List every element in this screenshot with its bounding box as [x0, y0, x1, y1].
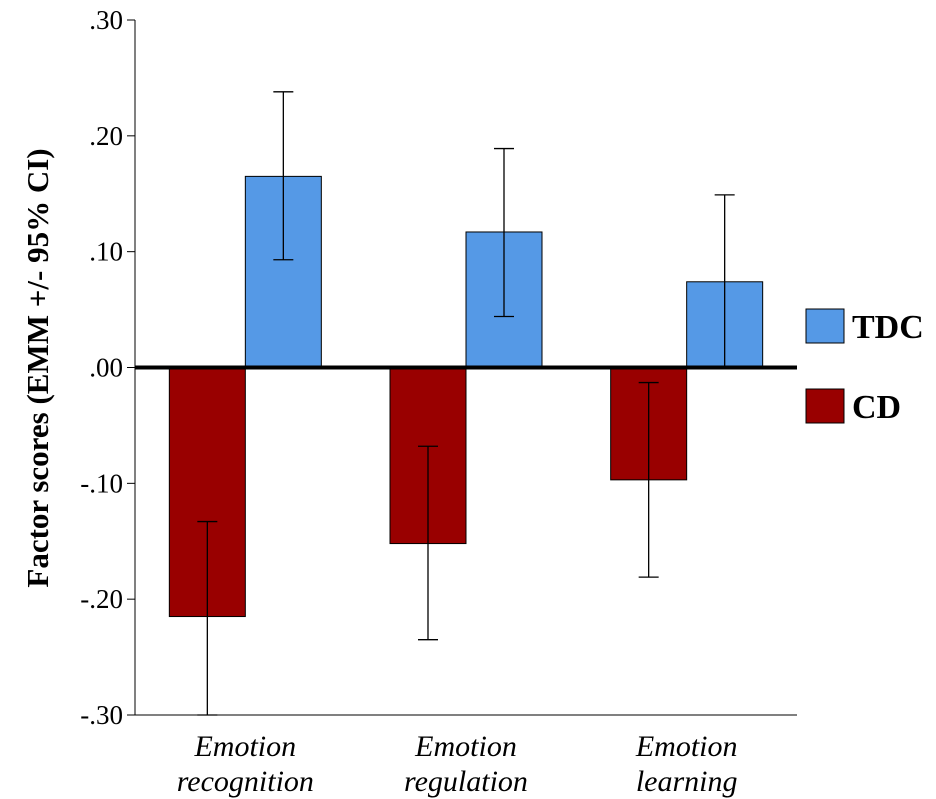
bars — [168, 175, 764, 618]
legend-swatch-cd — [805, 388, 845, 424]
x-category-label: Emotion — [635, 730, 738, 763]
y-axis: .30 .20 .10 .00 -.10 -.20 -.30 — [80, 5, 136, 730]
legend-label-tdc: TDC — [852, 309, 924, 346]
x-category-label: learning — [636, 765, 738, 798]
x-category-label: regulation — [404, 765, 528, 798]
legend-label-cd: CD — [852, 389, 901, 426]
x-category-label: Emotion — [193, 730, 296, 763]
y-tick-label: -.20 — [80, 584, 123, 614]
y-tick-label: -.10 — [80, 468, 123, 498]
x-category-label: recognition — [177, 765, 314, 798]
y-axis-title: Factor scores (EMM +/- 95% CI) — [20, 148, 55, 587]
x-axis: EmotionrecognitionEmotionregulationEmoti… — [135, 714, 797, 798]
legend-swatch-tdc — [805, 308, 845, 344]
x-category-label: Emotion — [414, 730, 517, 763]
error-bars — [135, 91, 797, 716]
legend: TDC CD — [805, 308, 924, 426]
y-tick-label: .00 — [89, 353, 123, 383]
y-tick-label: -.30 — [80, 700, 123, 730]
y-tick-label: .30 — [89, 5, 123, 35]
y-tick-label: .20 — [89, 121, 123, 151]
y-tick-label: .10 — [89, 237, 123, 267]
